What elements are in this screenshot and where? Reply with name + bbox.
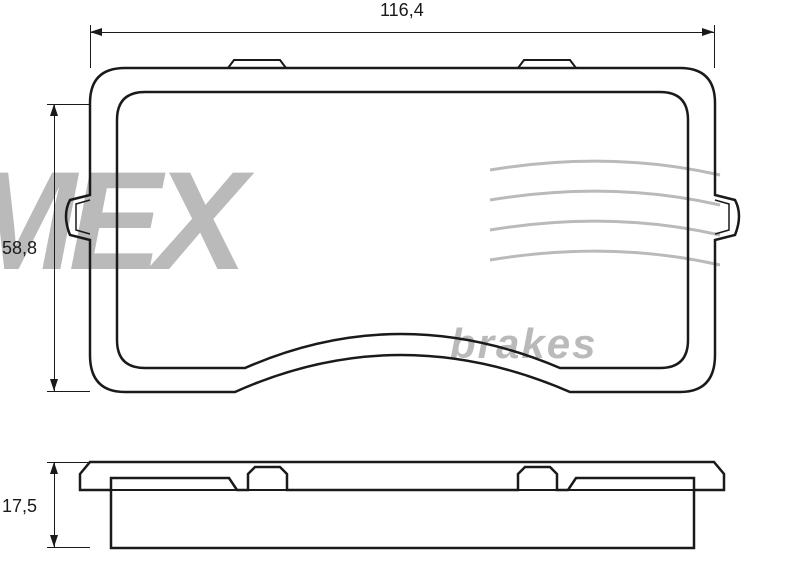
- technical-drawing-container: MEX brakes 116,4 58,8 17,5: [0, 0, 793, 580]
- brake-pad-side-view: [0, 0, 793, 580]
